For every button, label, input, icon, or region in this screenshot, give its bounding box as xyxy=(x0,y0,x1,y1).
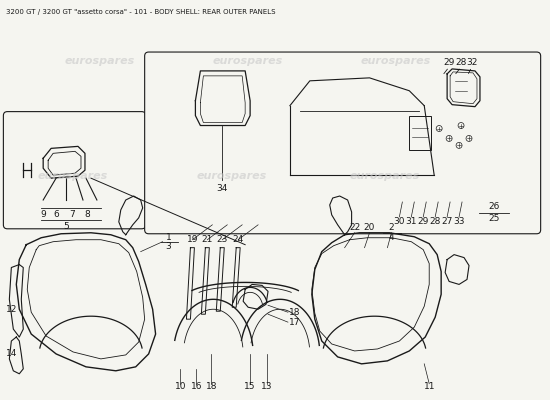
Circle shape xyxy=(446,136,452,142)
Text: 32: 32 xyxy=(466,58,478,68)
Text: 5: 5 xyxy=(63,222,69,231)
Circle shape xyxy=(458,122,464,128)
Text: eurospares: eurospares xyxy=(37,171,108,181)
Text: 19: 19 xyxy=(186,235,198,244)
Text: 13: 13 xyxy=(261,382,273,391)
Text: 34: 34 xyxy=(217,184,228,192)
Text: eurospares: eurospares xyxy=(65,56,135,66)
Text: 18: 18 xyxy=(206,382,217,391)
Text: 1: 1 xyxy=(166,233,172,242)
Text: 28: 28 xyxy=(430,217,441,226)
Text: 10: 10 xyxy=(175,382,186,391)
Text: eurospares: eurospares xyxy=(349,171,420,181)
Text: 28: 28 xyxy=(455,58,467,68)
Text: 7: 7 xyxy=(69,210,75,219)
Text: 11: 11 xyxy=(424,382,435,391)
Text: 9: 9 xyxy=(40,210,46,219)
Text: 6: 6 xyxy=(53,210,59,219)
Text: 21: 21 xyxy=(202,235,213,244)
Text: 20: 20 xyxy=(364,223,375,232)
Text: 16: 16 xyxy=(191,382,202,391)
FancyBboxPatch shape xyxy=(3,112,146,229)
FancyBboxPatch shape xyxy=(145,52,541,234)
Text: 22: 22 xyxy=(349,223,360,232)
Text: 27: 27 xyxy=(442,217,453,226)
Text: 3200 GT / 3200 GT "assetto corsa" - 101 - BODY SHELL: REAR OUTER PANELS: 3200 GT / 3200 GT "assetto corsa" - 101 … xyxy=(7,9,276,15)
Circle shape xyxy=(466,136,472,142)
Text: 33: 33 xyxy=(453,217,465,226)
Text: eurospares: eurospares xyxy=(212,56,283,66)
Text: 3: 3 xyxy=(166,242,172,251)
Text: 8: 8 xyxy=(84,210,90,219)
Text: eurospares: eurospares xyxy=(196,171,266,181)
Text: 18: 18 xyxy=(289,308,301,317)
Text: 30: 30 xyxy=(394,217,405,226)
Bar xyxy=(409,116,431,150)
Circle shape xyxy=(456,142,462,148)
Text: 2: 2 xyxy=(389,223,394,232)
Text: 24: 24 xyxy=(233,235,244,244)
Text: 29: 29 xyxy=(417,217,429,226)
Text: 4: 4 xyxy=(389,233,394,242)
Text: 29: 29 xyxy=(443,58,455,68)
Text: 31: 31 xyxy=(405,217,417,226)
Text: 17: 17 xyxy=(289,318,301,327)
Text: 23: 23 xyxy=(217,235,228,244)
Text: 14: 14 xyxy=(6,350,17,358)
Circle shape xyxy=(436,126,442,132)
Text: 25: 25 xyxy=(488,214,499,223)
Text: 12: 12 xyxy=(6,305,17,314)
Text: 15: 15 xyxy=(244,382,256,391)
Text: 26: 26 xyxy=(488,202,499,212)
Text: eurospares: eurospares xyxy=(360,56,431,66)
